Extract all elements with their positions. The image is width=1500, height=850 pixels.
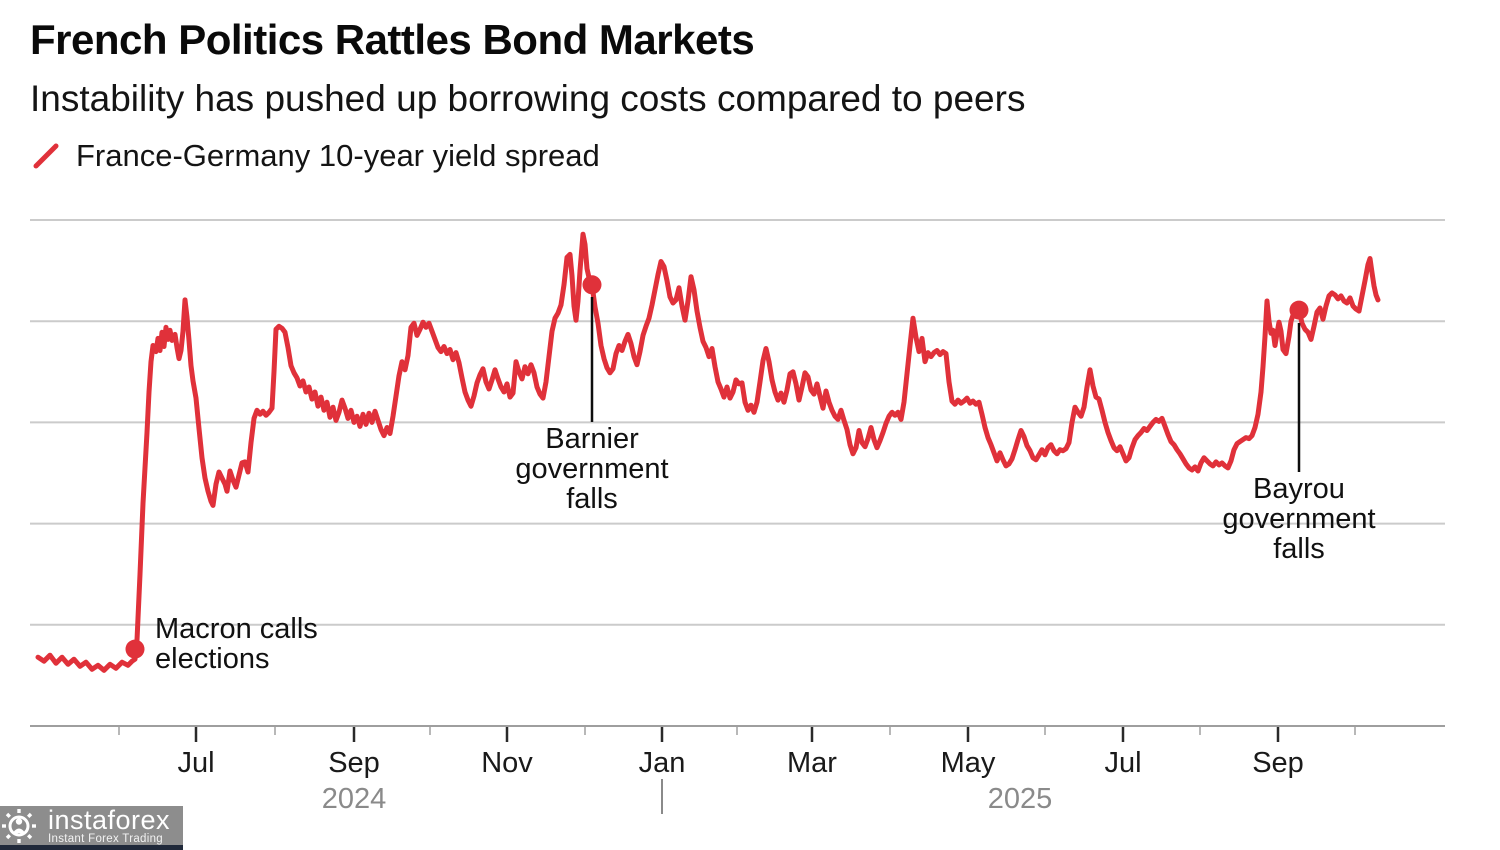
event-dot-2	[1289, 300, 1309, 320]
x-axis-label-jul-6: Jul	[1104, 747, 1142, 779]
annotation-bayrou-government-falls: Bayrou government falls	[1222, 473, 1376, 565]
x-axis-label-mar-4: Mar	[787, 747, 837, 779]
chart-subtitle: Instability has pushed up borrowing cost…	[30, 78, 1026, 119]
event-dot-0	[125, 639, 145, 659]
watermark-strip	[0, 845, 183, 850]
instaforex-watermark: instaforex Instant Forex Trading	[0, 806, 183, 850]
annotation-barnier-government-falls: Barnier government falls	[515, 423, 669, 515]
legend: France-Germany 10-year yield spread	[33, 138, 600, 174]
x-axis-label-nov-2: Nov	[481, 747, 533, 779]
x-axis-year-2025: 2025	[987, 783, 1053, 815]
x-axis-label-jan-3: Jan	[638, 747, 686, 779]
x-axis-label-sep-1: Sep	[328, 747, 380, 779]
event-dot-1	[582, 275, 602, 295]
x-axis-label-jul-0: Jul	[177, 747, 215, 779]
watermark-box: instaforex Instant Forex Trading	[0, 806, 183, 845]
x-axis-label-may-5: May	[940, 747, 996, 779]
x-axis-year-2024: 2024	[321, 783, 387, 815]
legend-line-mark-icon	[33, 143, 59, 169]
annotation-macron-calls-elections: Macron calls elections	[155, 613, 318, 675]
instaforex-logo-icon	[2, 808, 36, 843]
page-title: French Politics Rattles Bond Markets	[30, 16, 755, 63]
watermark-tagline: Instant Forex Trading	[48, 832, 163, 845]
x-axis-label-sep-7: Sep	[1252, 747, 1304, 779]
legend-label: France-Germany 10-year yield spread	[76, 138, 600, 173]
spread-series-line	[35, 231, 1381, 673]
watermark-brand: instaforex	[48, 804, 171, 835]
